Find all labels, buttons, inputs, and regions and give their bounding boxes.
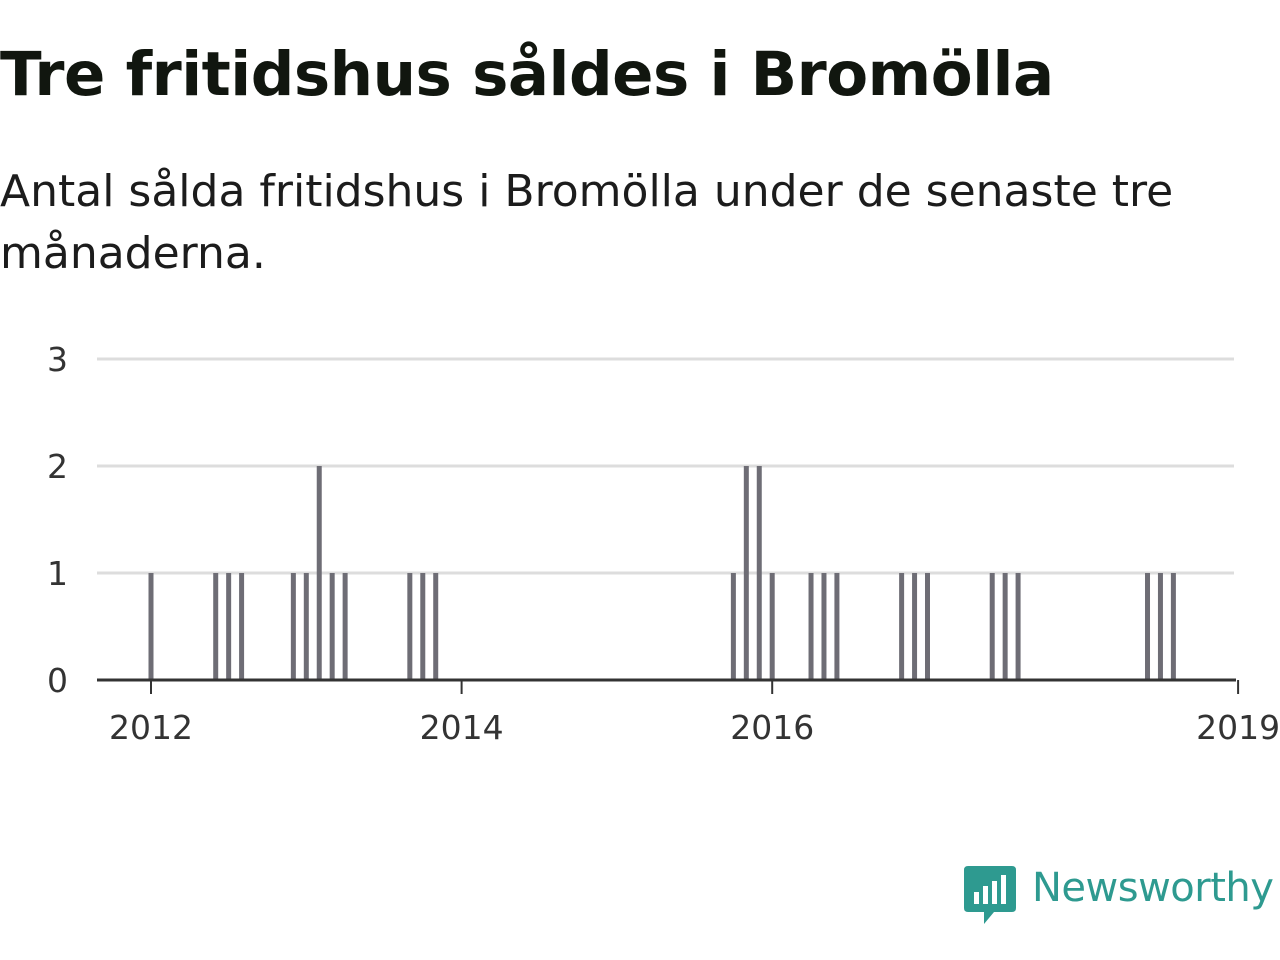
bar (925, 573, 930, 680)
bar (769, 573, 775, 680)
newsworthy-logo-icon (964, 866, 1016, 924)
bar (899, 573, 905, 680)
x-tick-label: 2012 (109, 708, 193, 747)
bar (743, 466, 749, 680)
bars (148, 466, 1176, 680)
bar (808, 573, 814, 680)
bar (420, 573, 426, 680)
x-tick-label: 2019 (1196, 708, 1280, 747)
bar-chart: 01232012201420162019202120232025 3 (47, 340, 1280, 747)
bar (407, 573, 413, 680)
x-tick-label: 2014 (420, 708, 504, 747)
gridlines (97, 357, 1234, 575)
chart-subtitle: Antal sålda fritidshus i Bromölla under … (0, 166, 1174, 279)
x-tick-label: 2016 (730, 708, 814, 747)
bar (303, 573, 309, 680)
bar (1002, 573, 1008, 680)
bar (329, 573, 335, 680)
bar (1145, 573, 1151, 680)
bar (821, 573, 827, 680)
axes: 01232012201420162019202120232025 (47, 340, 1280, 747)
bar (213, 573, 219, 680)
bar (342, 573, 348, 680)
bar (433, 573, 439, 680)
bar (148, 573, 154, 680)
y-tick-label: 2 (47, 447, 68, 486)
bar (756, 466, 762, 680)
y-tick-label: 1 (47, 554, 68, 593)
bar (912, 573, 918, 680)
bar (1157, 573, 1163, 680)
chart-title: Tre fritidshus såldes i Bromölla (0, 39, 1054, 110)
brand-name: Newsworthy (1032, 865, 1274, 911)
newsworthy-brand: Newsworthy (964, 865, 1274, 928)
y-tick-label: 3 (47, 340, 68, 379)
bar (989, 573, 995, 680)
bar (834, 573, 840, 680)
bar (226, 573, 232, 680)
bar (316, 466, 322, 680)
bar (290, 573, 296, 680)
bar (239, 573, 245, 680)
bar (1015, 573, 1021, 680)
bar (1170, 573, 1176, 680)
bar (730, 573, 736, 680)
y-tick-label: 0 (47, 661, 68, 700)
